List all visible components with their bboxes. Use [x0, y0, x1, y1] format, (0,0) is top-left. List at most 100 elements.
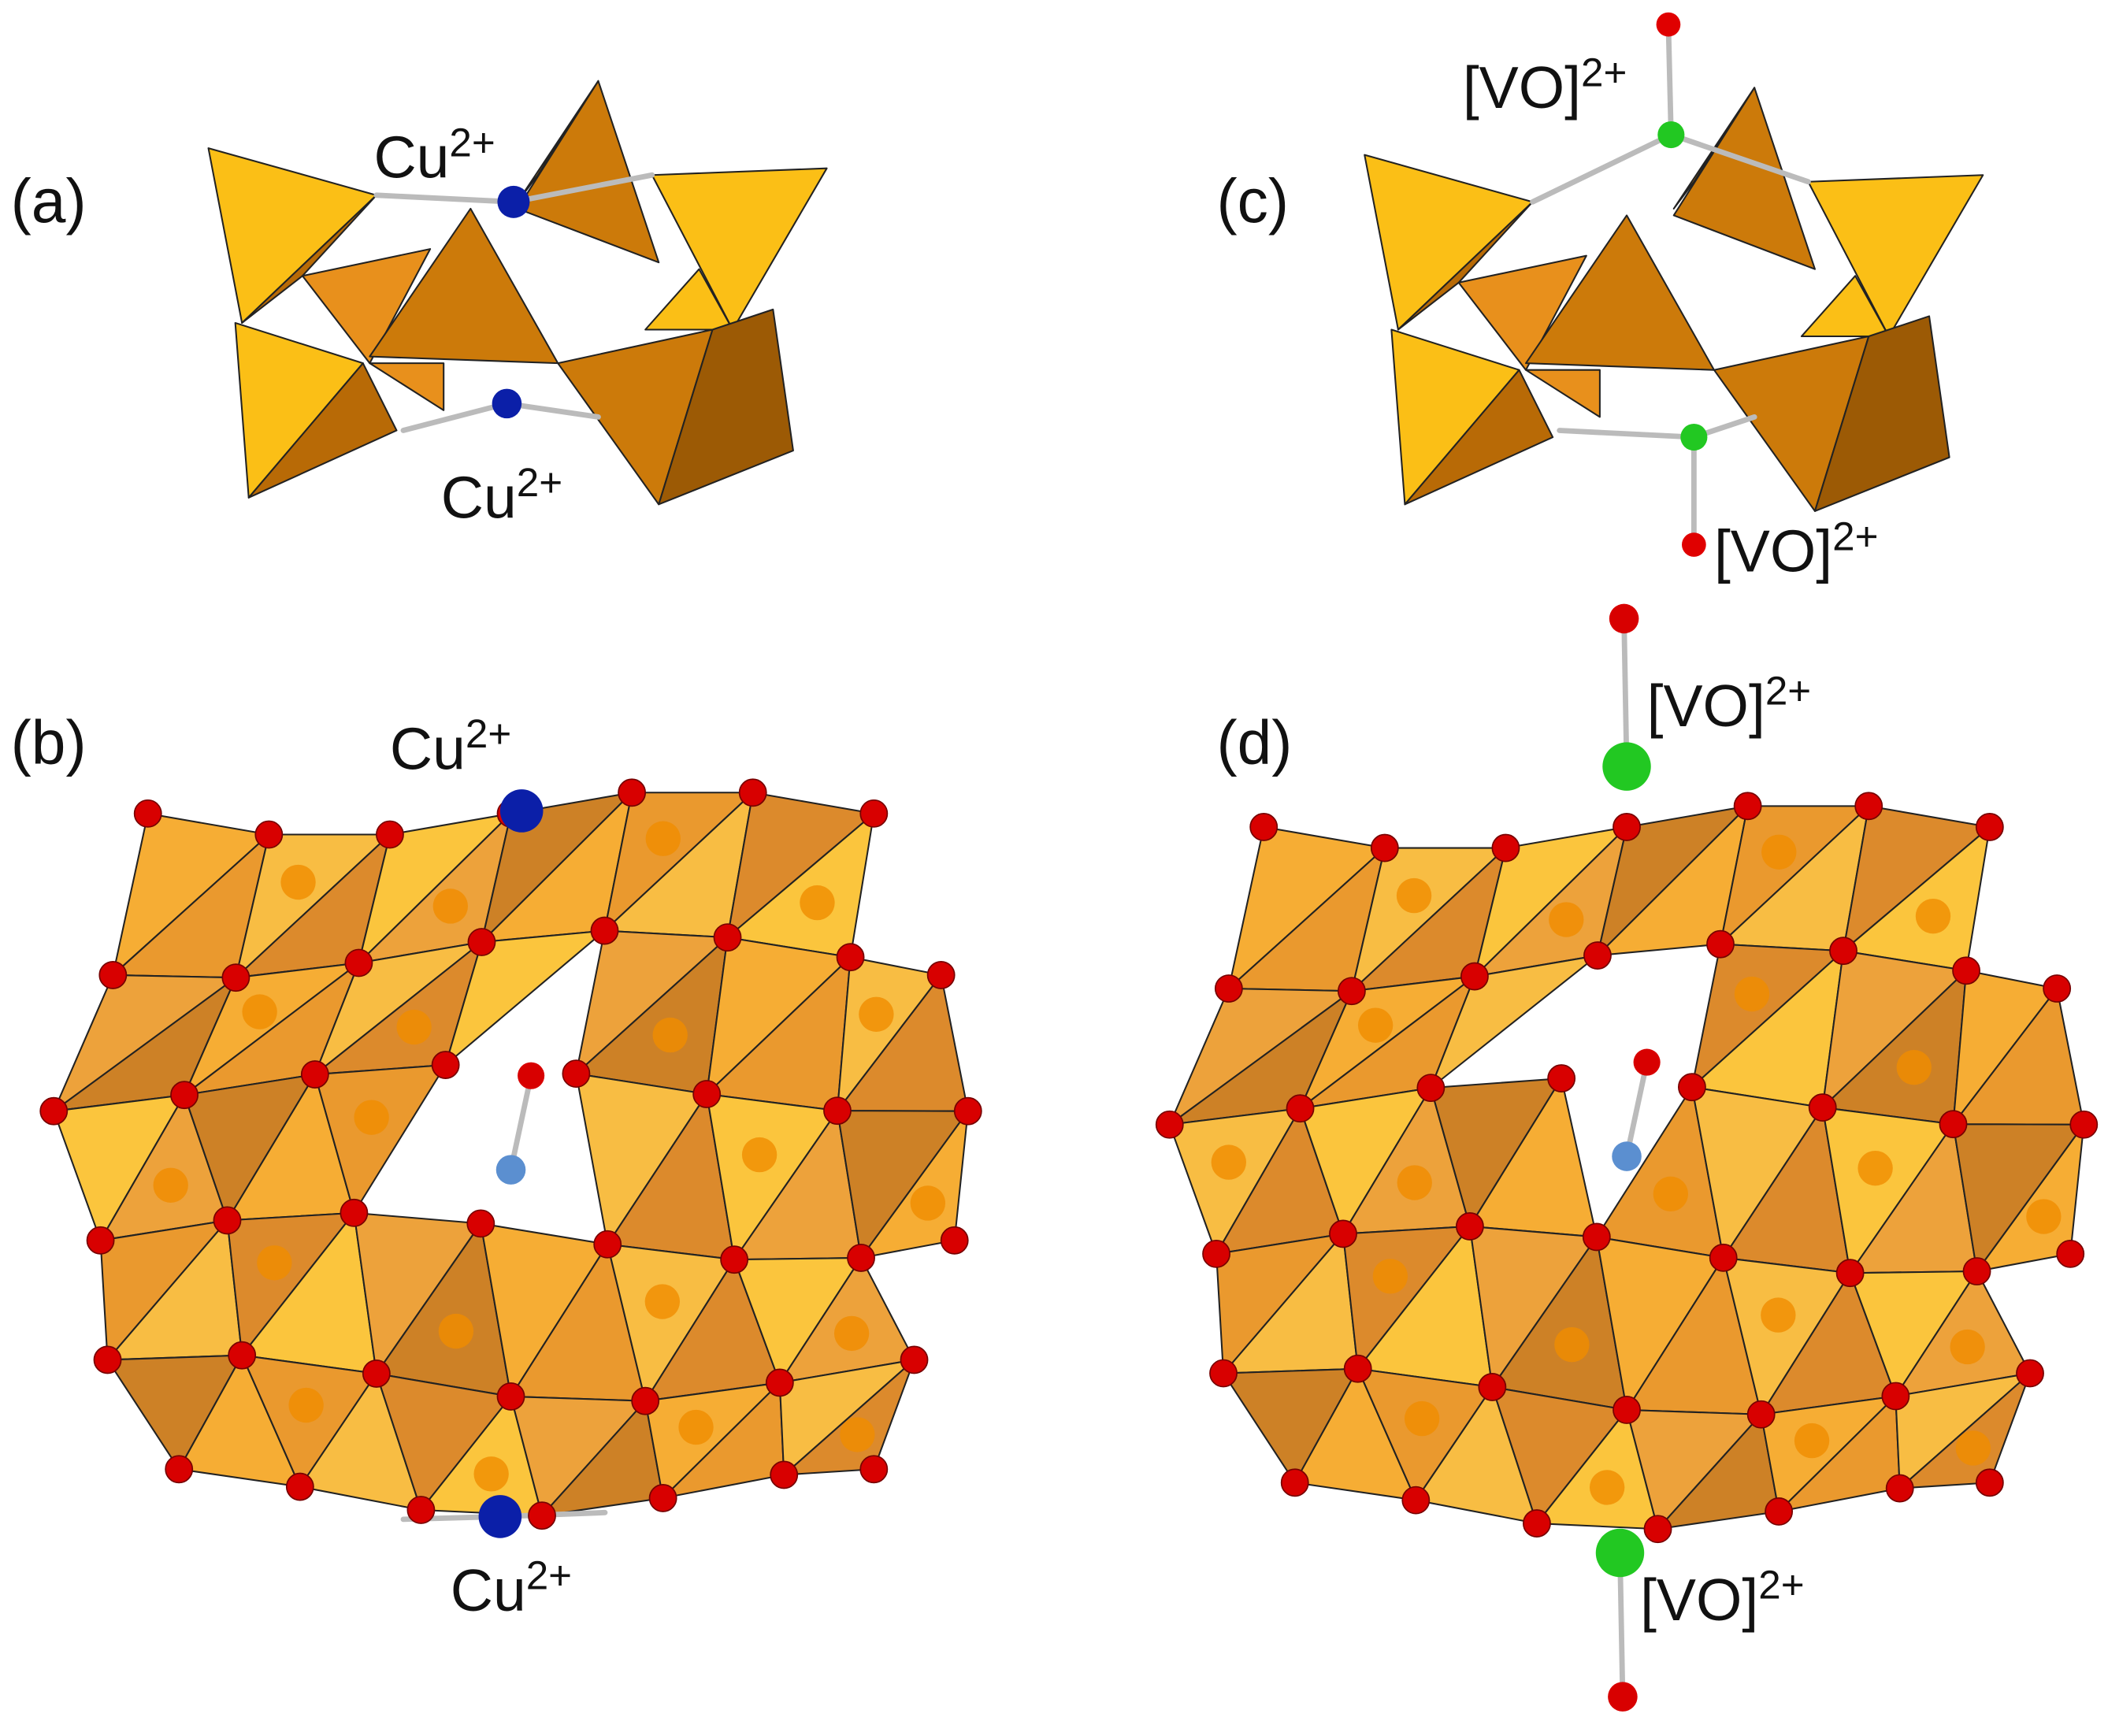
metal-atom: [280, 864, 316, 900]
polyhedron-face: [314, 1064, 447, 1214]
o-atom: [1952, 956, 1980, 985]
o-atom: [836, 943, 865, 972]
tetrahedron: [241, 194, 377, 324]
o-atom: [1401, 1486, 1431, 1515]
o-atom: [1885, 1474, 1914, 1503]
tetrahedron: [517, 80, 660, 264]
metal-atom: [1761, 1297, 1796, 1333]
o-atom: [1746, 1400, 1776, 1429]
ion-base: Cu: [390, 716, 466, 782]
o-atom: [1613, 1396, 1641, 1424]
o-atom: [221, 963, 251, 992]
o-atom: [170, 1081, 199, 1110]
o-atom: [1460, 962, 1489, 991]
tetrahedron: [644, 268, 734, 331]
o-atom: [1765, 1497, 1794, 1526]
polyhedra-clusters: [53, 792, 2085, 1530]
o-atom: [1733, 792, 1762, 821]
metal-atom: [741, 1137, 778, 1173]
o-atom: [618, 778, 647, 807]
polyhedron-face: [1898, 1372, 2032, 1489]
polyhedron-face: [1976, 1123, 2085, 1273]
o-atom: [940, 1226, 969, 1255]
ion-base: Cu: [373, 124, 449, 191]
o-atom: [720, 1245, 749, 1274]
o-atom: [859, 1455, 889, 1484]
o-atom: [1370, 833, 1399, 862]
ion-base: Cu: [441, 464, 517, 530]
o-atom: [362, 1359, 391, 1388]
bond: [1621, 616, 1630, 770]
metal-atom: [257, 1245, 292, 1281]
o-atom: [1343, 1354, 1372, 1383]
ion-base: [VO]: [1640, 1567, 1758, 1633]
o-atom: [953, 1096, 982, 1126]
o-atom: [590, 916, 619, 945]
o-atom: [86, 1226, 115, 1255]
hetero-atom: [1612, 1141, 1642, 1171]
o-atom: [1854, 792, 1883, 821]
cu-atom: [499, 789, 544, 833]
o-atom: [823, 1096, 852, 1126]
o-atom: [593, 1230, 622, 1259]
o-atom: [2056, 1239, 2085, 1268]
ion-label: Cu2+: [390, 711, 511, 781]
o-atom: [1643, 1515, 1672, 1544]
metal-atom: [652, 1017, 688, 1053]
v-atom: [1657, 121, 1685, 149]
metal-atom: [1896, 1049, 1932, 1085]
ion-label: Cu2+: [373, 120, 495, 190]
o-atom: [528, 1501, 556, 1530]
o-atom: [859, 799, 889, 828]
o-atom: [648, 1483, 677, 1512]
o-atom: [93, 1345, 122, 1374]
atom-overlay: [39, 603, 2099, 1712]
o-atom: [1975, 813, 2004, 841]
metal-atom: [644, 1284, 681, 1319]
ion-charge: 2+: [1758, 1563, 1804, 1608]
ion-label: [VO]2+: [1463, 50, 1627, 121]
ion-charge: 2+: [1832, 514, 1878, 558]
o-atom: [1155, 1110, 1184, 1139]
metal-atom: [833, 1315, 870, 1352]
o-atom: [2069, 1110, 2099, 1139]
o-atom: [1478, 1373, 1507, 1401]
ion-label: [VO]2+: [1640, 1563, 1805, 1633]
panel-label: (a): [11, 166, 87, 236]
tetrahedron: [247, 362, 398, 499]
metal-atom: [153, 1167, 188, 1203]
o-atom: [847, 1244, 875, 1272]
o-atom: [770, 1460, 799, 1489]
metal-atom: [473, 1456, 509, 1492]
bond: [1557, 428, 1697, 440]
ion-charge: 2+: [449, 120, 495, 165]
o-atom: [1286, 1094, 1315, 1123]
o-atom: [1547, 1064, 1576, 1093]
o-atom: [1491, 833, 1520, 862]
metal-atom: [645, 821, 681, 856]
metal-atom: [910, 1185, 946, 1221]
o-atom: [1583, 941, 1612, 970]
o-atom: [254, 820, 284, 849]
tetrahedron: [651, 167, 828, 331]
bond: [508, 1073, 534, 1173]
o-atom: [926, 961, 956, 989]
o-atom: [2016, 1359, 2044, 1388]
o-atom: [1214, 974, 1243, 1003]
o-atom: [1706, 929, 1735, 959]
o-atom: [340, 1198, 369, 1227]
o-atom: [1608, 1682, 1638, 1712]
hetero-atom: [495, 1155, 526, 1185]
o-atom: [496, 1382, 525, 1411]
ion-label: Cu2+: [441, 460, 562, 530]
o-atom: [213, 1206, 242, 1235]
tetrahedra-ring: [1364, 87, 1984, 512]
ion-base: [VO]: [1714, 518, 1832, 584]
metal-atom: [1653, 1176, 1689, 1212]
polyhedron-face: [783, 1359, 915, 1476]
o-atom: [1523, 1509, 1551, 1538]
v-atom: [1680, 423, 1708, 451]
o-atom: [39, 1096, 69, 1126]
metal-atom: [2026, 1199, 2062, 1234]
